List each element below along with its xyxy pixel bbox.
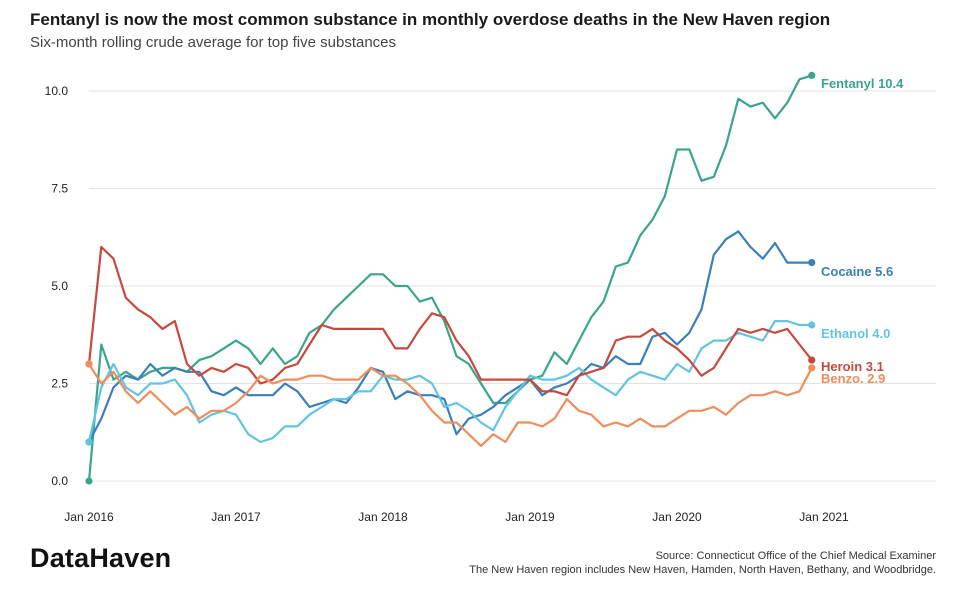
series-line-cocaine	[87, 230, 813, 444]
end-point-heroin	[808, 356, 816, 364]
x-tick-label: Jan 2016	[64, 510, 114, 524]
end-point-ethanol	[808, 321, 816, 329]
line-chart: 0.02.55.07.510.0 Jan 2016 Jan 2017 Jan 201…	[45, 71, 936, 524]
y-tick-label: 7.5	[51, 182, 68, 196]
end-point-benzo	[808, 364, 816, 372]
end-label-ethanol: Ethanol 4.0	[821, 326, 890, 341]
source-text: Source: Connecticut Office of the Chief …	[655, 550, 936, 562]
x-tick-label: Jan 2019	[505, 510, 555, 524]
end-point-fentanyl	[808, 71, 816, 79]
region-note: The New Haven region includes New Haven,…	[469, 564, 936, 576]
x-tick-label: Jan 2017	[211, 510, 261, 524]
y-tick-label: 0.0	[51, 474, 68, 488]
gridlines	[89, 90, 936, 482]
source-note: Source: Connecticut Office of the Chief …	[469, 549, 936, 577]
chart-subtitle: Six-month rolling crude average for top …	[30, 34, 397, 51]
x-axis: Jan 2016 Jan 2017 Jan 2018 Jan 2019 Jan 2020…	[64, 510, 849, 524]
x-tick-label: Jan 2018	[358, 510, 408, 524]
y-axis: 0.0 2.5 5.0 7.5 10.0	[45, 84, 69, 488]
series-line-fentanyl	[87, 74, 813, 483]
series-lines	[85, 71, 816, 485]
y-tick-label: 10.0	[45, 84, 69, 98]
datahaven-logo: DataHaven	[30, 543, 172, 573]
x-tick-label: Jan 2020	[652, 510, 702, 524]
end-point-cocaine	[808, 259, 816, 267]
end-label-cocaine: Cocaine 5.6	[821, 264, 893, 279]
y-tick-label: 2.5	[51, 377, 68, 391]
end-label-heroin: Heroin 3.1	[821, 359, 884, 374]
chart-title: Fentanyl is now the most common substanc…	[30, 10, 831, 29]
series-line-heroin	[87, 245, 813, 397]
series-line-benzo	[87, 362, 813, 447]
start-point-ethanol	[85, 438, 93, 446]
end-labels: Fentanyl 10.4 Cocaine 5.6 Ethanol 4.0 Heroi…	[821, 76, 904, 386]
start-point-fentanyl	[85, 477, 93, 485]
x-tick-label: Jan 2021	[799, 510, 849, 524]
y-tick-label: 5.0	[51, 279, 68, 293]
end-label-benzo: Benzo. 2.9	[821, 371, 885, 386]
series-line-ethanol	[87, 320, 813, 444]
start-point-benzo	[85, 360, 93, 368]
end-label-fentanyl: Fentanyl 10.4	[821, 76, 904, 91]
